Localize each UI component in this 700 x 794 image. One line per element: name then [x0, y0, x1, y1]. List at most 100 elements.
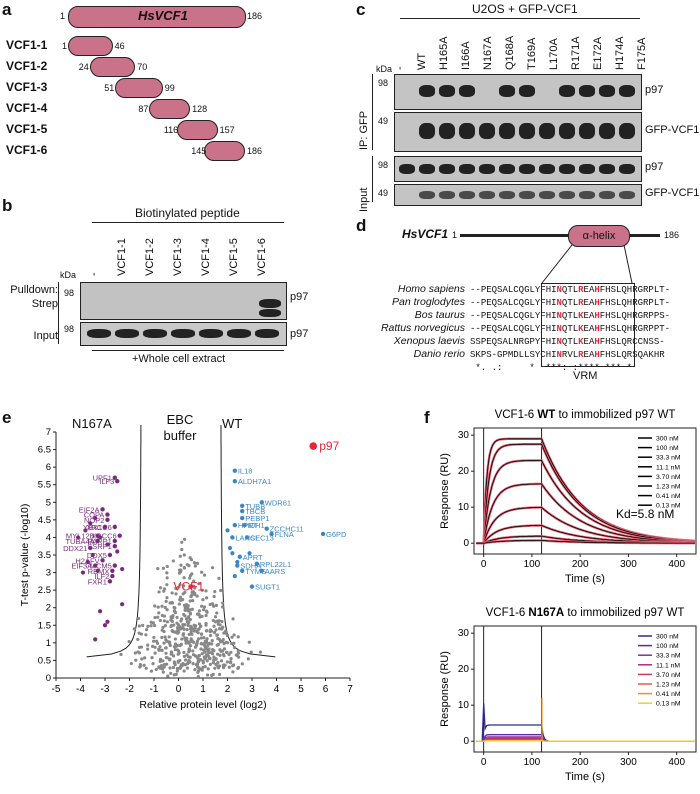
background-point: [196, 659, 200, 664]
panel-b-marker-1: 98: [64, 288, 75, 298]
y-tick-label: 20: [458, 466, 470, 477]
lane-label: VCF1-2: [144, 238, 156, 276]
y-tick-label: 20: [458, 664, 470, 675]
background-point: [199, 624, 203, 628]
protein-band: [619, 123, 635, 139]
legend-entry: 100 nM: [656, 445, 679, 452]
background-point: [258, 650, 263, 654]
background-point: [190, 593, 194, 597]
background-point: [168, 643, 172, 648]
n167a-point-label: EIF2A: [79, 505, 100, 514]
panel-c-ip-label: IP: GFP: [358, 110, 370, 150]
background-point: [220, 639, 224, 643]
background-point: [187, 632, 191, 637]
background-point: [220, 619, 224, 624]
fragment-start: 145: [191, 146, 207, 156]
n167a-point: [120, 566, 125, 572]
n167a-point-label: UPF1: [93, 474, 112, 483]
background-point: [182, 584, 186, 588]
background-point: [231, 617, 235, 621]
background-point: [229, 657, 233, 661]
background-point: [129, 661, 133, 666]
y-tick-label: 30: [458, 628, 470, 639]
background-point: [202, 605, 207, 609]
wt-point: [227, 545, 233, 551]
background-point: [192, 579, 196, 583]
fit-curve: [476, 460, 696, 544]
background-point: [215, 611, 219, 615]
background-point: [170, 601, 175, 605]
panel-b-kda: kDa: [60, 270, 77, 280]
background-point: [199, 658, 203, 662]
protein-band: [539, 191, 555, 199]
panel-d-start: 1: [452, 230, 458, 240]
background-point: [162, 662, 167, 667]
protein-band: [579, 123, 595, 139]
background-point: [197, 653, 202, 658]
wt-point-label: ZCCHC11: [270, 525, 304, 534]
background-point: [229, 660, 233, 664]
fragment-bar: [176, 120, 218, 140]
background-point: [171, 615, 175, 619]
background-point: [173, 610, 177, 614]
background-point: [192, 561, 197, 565]
background-point: [127, 639, 131, 644]
y-axis-label: T-test p-value (-log10): [19, 504, 31, 607]
sequence-row: SSPEQSALNRGPYFHINQTLKEAHFHSLQRCCNSS-: [470, 337, 665, 347]
wt-point-label: HPRT: [238, 521, 259, 530]
background-point: [247, 640, 251, 644]
background-point: [181, 633, 185, 637]
n167a-point: [100, 507, 105, 512]
protein-band: [479, 123, 495, 139]
background-point: [201, 608, 206, 612]
background-point: [222, 647, 227, 651]
legend-entry: 300 nM: [656, 436, 679, 443]
background-point: [204, 609, 209, 613]
background-point: [165, 576, 169, 580]
x-tick-label: 2: [225, 684, 231, 695]
background-point: [217, 672, 222, 677]
n167a-point-label: FXR1: [88, 577, 107, 586]
background-point: [158, 586, 163, 590]
n167a-point: [105, 542, 110, 547]
background-point: [160, 604, 164, 608]
western-blot: [394, 74, 642, 110]
background-point: [162, 614, 166, 618]
background-point: [193, 564, 197, 568]
background-point: [190, 639, 194, 643]
background-point: [164, 646, 168, 650]
fragment-label: VCF1-2: [6, 59, 48, 73]
background-point: [180, 540, 184, 544]
panel-c-header-line: [400, 18, 640, 19]
fragment-bar: [115, 78, 163, 98]
background-point: [171, 629, 175, 633]
background-point: [156, 567, 160, 571]
band-label: p97: [645, 84, 664, 96]
western-blot: [394, 156, 642, 182]
ebc-label: EBC buffer: [150, 412, 210, 444]
fragment-bar: [68, 36, 113, 56]
n167a-point: [105, 517, 110, 523]
background-point: [146, 643, 150, 647]
background-point: [164, 599, 168, 603]
wt-point: [225, 528, 230, 533]
background-point: [177, 585, 181, 589]
x-tick-label: 0: [481, 757, 487, 768]
background-point: [193, 668, 197, 672]
background-point: [161, 670, 165, 674]
fragment-bar: [149, 99, 191, 119]
background-point: [232, 633, 236, 637]
ebc-label-text: EBC buffer: [163, 412, 197, 443]
band-label: p97: [645, 161, 664, 173]
background-point: [199, 642, 203, 646]
x-axis-label: Relative protein level (log2): [139, 699, 266, 711]
background-point: [164, 651, 168, 655]
background-point: [236, 649, 240, 653]
background-point: [240, 662, 244, 666]
wt-point: [242, 522, 247, 528]
background-point: [153, 645, 157, 649]
background-point: [134, 658, 138, 662]
background-point: [210, 566, 215, 570]
background-point: [151, 644, 155, 648]
y-tick-label: 3: [46, 568, 51, 579]
